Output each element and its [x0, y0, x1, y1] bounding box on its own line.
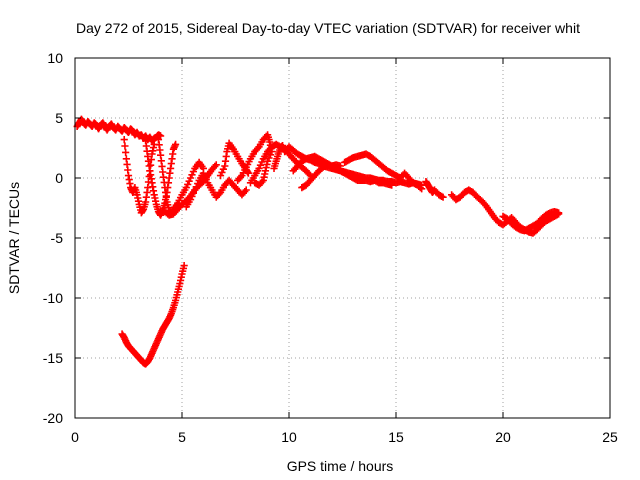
data-point [121, 142, 129, 150]
x-axis-label: GPS time / hours [287, 458, 394, 474]
y-tick-label: -10 [43, 290, 63, 306]
data-layer [73, 115, 563, 368]
data-point [418, 185, 426, 193]
data-point [212, 161, 220, 169]
x-tick-label: 5 [178, 429, 186, 445]
data-point [120, 136, 128, 144]
grid-layer [75, 58, 610, 418]
chart-title: Day 272 of 2015, Sidereal Day-to-day VTE… [76, 20, 580, 36]
y-tick-label: -5 [51, 230, 64, 246]
y-tick-label: -15 [43, 350, 63, 366]
y-tick-label: -20 [43, 410, 63, 426]
data-point [555, 209, 563, 217]
y-axis-label: SDTVAR / TECUs [6, 182, 22, 294]
data-point [171, 140, 180, 148]
data-point [336, 162, 344, 170]
y-tick-label: 0 [55, 170, 63, 186]
data-point [439, 193, 447, 201]
x-tick-label: 0 [71, 429, 79, 445]
y-tick-label: 10 [47, 50, 63, 66]
x-tick-label: 15 [388, 429, 404, 445]
x-tick-label: 10 [281, 429, 297, 445]
data-point [180, 262, 188, 270]
x-tick-label: 20 [495, 429, 511, 445]
data-point [122, 148, 130, 156]
data-point [242, 186, 250, 194]
data-point [388, 181, 396, 189]
series-main-trace [73, 115, 563, 237]
data-point [416, 184, 424, 192]
series-low-arc-trace [118, 262, 188, 368]
y-tick-label: 5 [55, 110, 63, 126]
x-tick-label: 25 [602, 429, 618, 445]
ticks-layer: 0 5 10 15 20 25 -20 -15 -10 -5 0 5 10 [43, 50, 618, 445]
